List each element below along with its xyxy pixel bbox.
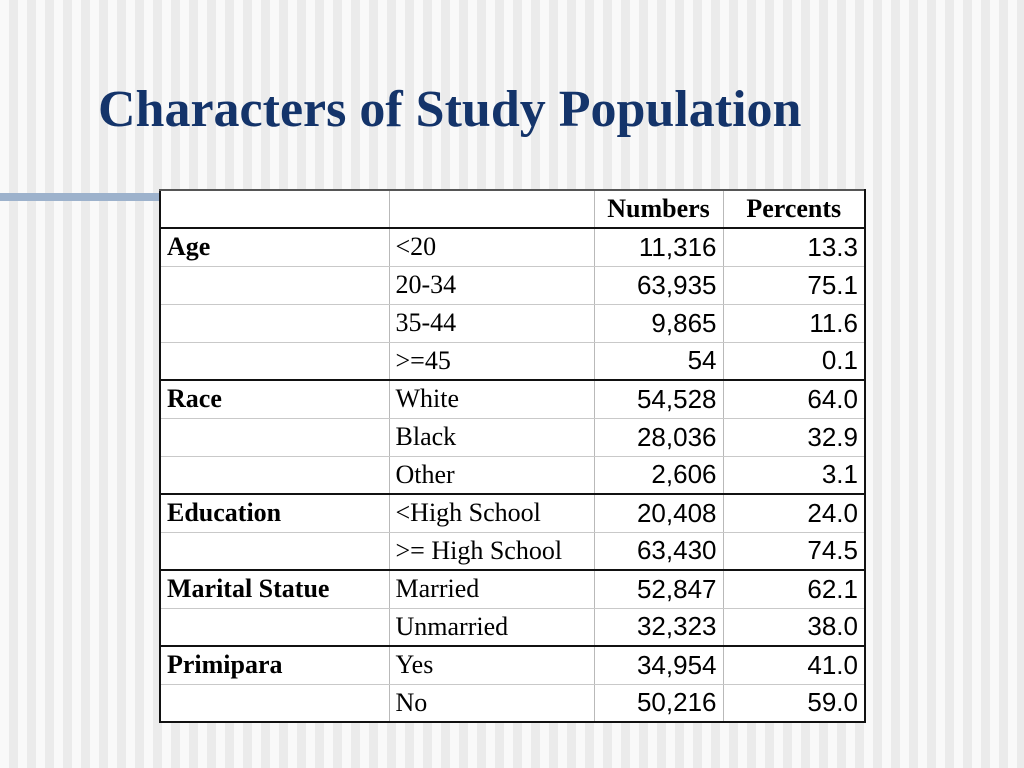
category-cell: Education: [159, 493, 390, 533]
table-row: No 50,216 59.0: [159, 683, 866, 723]
number-cell: 32,323: [593, 607, 724, 647]
subgroup-cell: White: [388, 379, 595, 419]
header-percents-cell: Percents: [722, 189, 866, 229]
subgroup-cell: Black: [388, 417, 595, 457]
subgroup-cell: No: [388, 683, 595, 723]
number-cell: 20,408: [593, 493, 724, 533]
number-cell: 2,606: [593, 455, 724, 495]
percent-cell: 74.5: [722, 531, 866, 571]
percent-cell: 3.1: [722, 455, 866, 495]
table-row: Marital Statue Married 52,847 62.1: [159, 569, 866, 609]
subgroup-cell: Other: [388, 455, 595, 495]
table-row: >= High School 63,430 74.5: [159, 531, 866, 571]
percent-cell: 59.0: [722, 683, 866, 723]
subgroup-cell: Married: [388, 569, 595, 609]
category-cell: [159, 417, 390, 457]
number-cell: 52,847: [593, 569, 724, 609]
number-cell: 9,865: [593, 303, 724, 343]
percent-cell: 24.0: [722, 493, 866, 533]
category-cell: [159, 455, 390, 495]
number-cell: 63,935: [593, 265, 724, 305]
subgroup-cell: 20-34: [388, 265, 595, 305]
percent-cell: 13.3: [722, 227, 866, 267]
table-row: 35-44 9,865 11.6: [159, 303, 866, 343]
subgroup-cell: <20: [388, 227, 595, 267]
header-subgroup-cell: [388, 189, 595, 229]
study-population-table: Numbers Percents Age <20 11,316 13.3 20-…: [159, 189, 866, 723]
number-cell: 11,316: [593, 227, 724, 267]
percent-cell: 32.9: [722, 417, 866, 457]
header-category-cell: [159, 189, 390, 229]
slide-title: Characters of Study Population: [98, 81, 802, 138]
category-cell: Primipara: [159, 645, 390, 685]
table-row: Primipara Yes 34,954 41.0: [159, 645, 866, 685]
subgroup-cell: Yes: [388, 645, 595, 685]
table-row: Age <20 11,316 13.3: [159, 227, 866, 267]
table-row: 20-34 63,935 75.1: [159, 265, 866, 305]
percent-cell: 38.0: [722, 607, 866, 647]
header-numbers-cell: Numbers: [593, 189, 724, 229]
category-cell: [159, 607, 390, 647]
table-row: Unmarried 32,323 38.0: [159, 607, 866, 647]
category-cell: Age: [159, 227, 390, 267]
subgroup-cell: >= High School: [388, 531, 595, 571]
category-cell: [159, 531, 390, 571]
subgroup-cell: <High School: [388, 493, 595, 533]
percent-cell: 75.1: [722, 265, 866, 305]
percent-cell: 0.1: [722, 341, 866, 381]
number-cell: 54: [593, 341, 724, 381]
table-row: Education <High School 20,408 24.0: [159, 493, 866, 533]
subgroup-cell: 35-44: [388, 303, 595, 343]
number-cell: 50,216: [593, 683, 724, 723]
category-cell: Race: [159, 379, 390, 419]
number-cell: 63,430: [593, 531, 724, 571]
table-row: Black 28,036 32.9: [159, 417, 866, 457]
category-cell: [159, 341, 390, 381]
percent-cell: 11.6: [722, 303, 866, 343]
number-cell: 34,954: [593, 645, 724, 685]
category-cell: [159, 683, 390, 723]
table-row: >=45 54 0.1: [159, 341, 866, 381]
percent-cell: 41.0: [722, 645, 866, 685]
number-cell: 54,528: [593, 379, 724, 419]
category-cell: Marital Statue: [159, 569, 390, 609]
category-cell: [159, 303, 390, 343]
percent-cell: 62.1: [722, 569, 866, 609]
subgroup-cell: >=45: [388, 341, 595, 381]
table-row: Other 2,606 3.1: [159, 455, 866, 495]
table-header-row: Numbers Percents: [159, 189, 866, 229]
subgroup-cell: Unmarried: [388, 607, 595, 647]
table-row: Race White 54,528 64.0: [159, 379, 866, 419]
category-cell: [159, 265, 390, 305]
percent-cell: 64.0: [722, 379, 866, 419]
number-cell: 28,036: [593, 417, 724, 457]
